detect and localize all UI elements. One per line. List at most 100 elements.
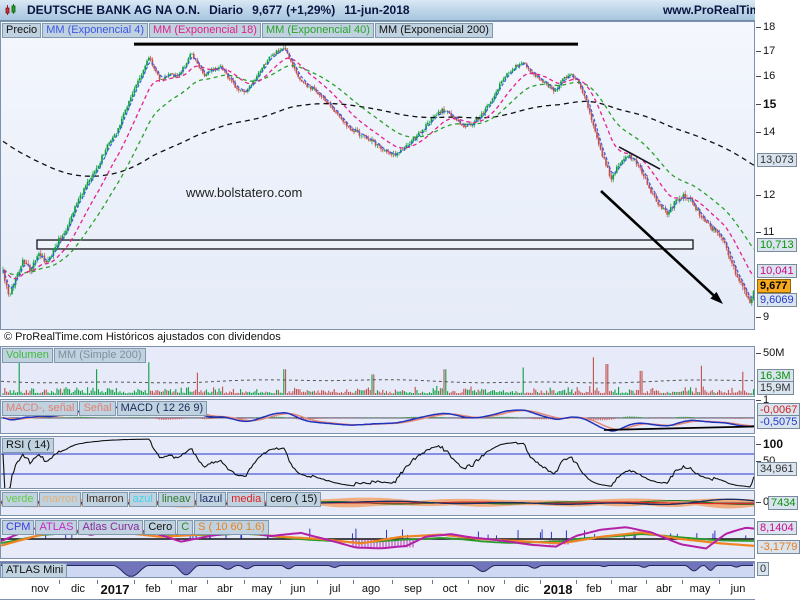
macd-panel[interactable]: MACD-, señal Señal MACD ( 12 26 9) (0, 399, 755, 434)
axis-value-box: 9,6069 (757, 293, 797, 307)
rsi-canvas[interactable] (1, 437, 754, 488)
month-tick (316, 580, 318, 584)
month-tick (170, 580, 172, 584)
indicator-label[interactable]: Cero (144, 520, 177, 535)
indicator-label[interactable]: ATLAS Mini (2, 563, 68, 578)
atlas-mini-panel[interactable]: ATLAS Mini (0, 561, 755, 578)
time-axis-label: 2018 (543, 582, 573, 597)
indicator-label[interactable]: media (227, 492, 266, 507)
axis-tick-label: 11 (756, 226, 774, 238)
time-axis-label: mar (178, 583, 198, 595)
indicator-label[interactable]: lineav (157, 492, 195, 507)
price-axis[interactable]: 18 17 16 15 14 13,073 12 11 10,713 10,041 9,677 9,6… (755, 0, 800, 600)
month-tick (280, 580, 281, 584)
axis-value-box: 10,041 (757, 264, 797, 278)
time-axis-label: nov (477, 583, 495, 595)
indicator-label[interactable]: marron (38, 492, 82, 507)
month-tick (576, 580, 577, 584)
bands-indicator-labels: verde marron lmarron azul lineav lazul media ce… (2, 492, 322, 510)
month-tick (206, 580, 208, 584)
time-axis-label: may (251, 583, 273, 595)
indicator-label[interactable]: MM (Exponencial 4) (42, 23, 149, 38)
indicator-label[interactable]: MM (Exponencial 40) (261, 23, 374, 38)
atlas-panel[interactable]: CPM ATLAS Atlas Curva Cero C S ( 10 60 1.6) (0, 518, 755, 559)
indicator-label[interactable]: MACD ( 12 26 9) (116, 401, 208, 416)
month-tick (504, 580, 505, 584)
month-tick (431, 580, 433, 584)
axis-value-box: 9,677 (757, 279, 791, 293)
axis-tick-label: 18 (756, 21, 775, 33)
bands-panel[interactable]: verde marron lmarron azul lineav lazul media ce… (0, 490, 755, 516)
atlas-mini-canvas[interactable] (1, 562, 754, 577)
indicator-label[interactable]: Volumen (2, 348, 53, 363)
indicator-label[interactable]: C (177, 520, 194, 535)
time-axis-label: abr (217, 583, 233, 595)
indicator-label[interactable]: CPM (2, 520, 35, 535)
axis-value-box: 8,1404 (757, 521, 797, 535)
indicator-label[interactable]: RSI ( 14) (2, 438, 55, 453)
month-tick (468, 580, 469, 584)
month-tick (392, 580, 393, 584)
rsi-indicator-labels: RSI ( 14) (2, 438, 55, 456)
time-axis-label: jun (730, 583, 746, 595)
indicator-label[interactable]: MM (Exponencial 18) (149, 23, 261, 38)
atlas-mini-label: ATLAS Mini (2, 563, 68, 581)
atlas-indicator-labels: CPM ATLAS Atlas Curva Cero C S ( 10 60 1.6) (2, 520, 270, 538)
price-change: (+1,29%) (286, 3, 336, 17)
axis-value-box: 34,961 (757, 462, 797, 476)
axis-tick-label: 14 (756, 126, 775, 138)
time-axis-label: feb (586, 583, 602, 595)
indicator-label[interactable]: lmarron (82, 492, 128, 507)
indicator-label[interactable]: azul (128, 492, 157, 507)
instrument-name: DEUTSCHE BANK AG NA O.N. (27, 3, 201, 17)
month-tick (243, 580, 245, 584)
time-axis[interactable]: nov dic 2017 feb mar abr may jun jul ago sep oct nov… (0, 580, 755, 600)
axis-tick-label: 9 (756, 311, 769, 323)
month-tick (540, 580, 541, 584)
time-axis-label: feb (145, 583, 161, 595)
watermark-text: www.bolstatero.com (186, 185, 303, 200)
axis-tick-label: 50M (756, 347, 784, 359)
indicator-label[interactable]: ATLAS (35, 520, 78, 535)
time-axis-label: sep (404, 583, 422, 595)
indicator-label[interactable]: S ( 10 60 1.6) (194, 520, 269, 535)
axis-value-box: -0,5075 (757, 415, 800, 429)
month-tick (682, 580, 683, 584)
rsi-panel[interactable]: RSI ( 14) (0, 436, 755, 489)
indicator-label[interactable]: verde (2, 492, 38, 507)
price-chart-canvas[interactable] (1, 22, 754, 329)
indicator-label[interactable]: MM (Simple 200) (53, 348, 146, 363)
time-axis-label: jul (329, 583, 341, 595)
time-axis-label: ago (361, 583, 381, 595)
axis-tick-label: 0 (756, 496, 769, 508)
axis-value-box: 10,713 (757, 238, 797, 252)
month-tick (611, 580, 612, 584)
month-tick (719, 580, 720, 584)
axis-value-box: 7434 (768, 496, 799, 510)
indicator-label[interactable]: MACD-, señal (2, 401, 79, 416)
month-tick (59, 580, 60, 584)
time-axis-label: abr (656, 583, 672, 595)
time-axis-label: nov (31, 583, 49, 595)
time-axis-label: dic (70, 583, 86, 595)
price-chart-panel[interactable]: Precio MM (Exponencial 4) MM (Exponencial … (0, 21, 755, 330)
volume-panel[interactable]: Volumen MM (Simple 200) (0, 346, 755, 397)
indicator-label[interactable]: Señal (79, 401, 116, 416)
indicator-label[interactable]: Atlas Curva (78, 520, 144, 535)
indicator-label[interactable]: lazul (195, 492, 227, 507)
quote-date: 11-jun-2018 (344, 3, 410, 17)
axis-tick-label: 17 (756, 45, 775, 57)
last-price: 9,677 (252, 3, 283, 17)
price-indicator-labels: Precio MM (Exponencial 4) MM (Exponencial … (2, 23, 494, 41)
indicator-label[interactable]: cero ( 15) (266, 492, 322, 507)
indicator-label[interactable]: MM (Exponencial 200) (374, 23, 493, 38)
copyright-note: © ProRealTime.com Históricos ajustados c… (0, 330, 755, 346)
axis-value-box: -3,1779 (757, 540, 800, 554)
macd-indicator-labels: MACD-, señal Señal MACD ( 12 26 9) (2, 401, 208, 419)
indicator-label[interactable]: Precio (2, 23, 42, 38)
timeframe-label: Diario (209, 3, 244, 17)
volume-indicator-labels: Volumen MM (Simple 200) (2, 348, 147, 366)
axis-value-box: 13,073 (757, 153, 797, 167)
volume-canvas[interactable] (1, 347, 754, 396)
axis-tick-label: 100 (756, 437, 783, 451)
